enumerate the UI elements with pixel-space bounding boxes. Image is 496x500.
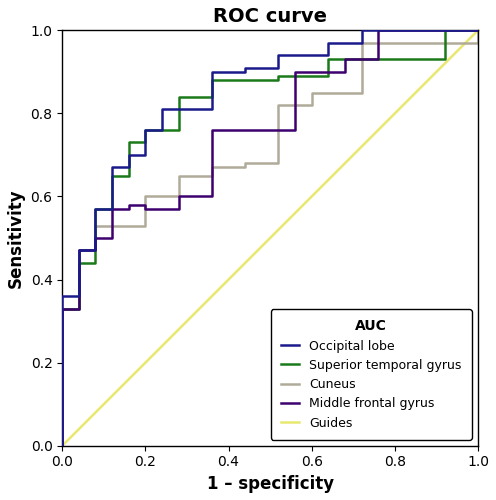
Y-axis label: Sensitivity: Sensitivity (7, 188, 25, 288)
Title: ROC curve: ROC curve (213, 7, 327, 26)
Legend: Occipital lobe, Superior temporal gyrus, Cuneus, Middle frontal gyrus, Guides: Occipital lobe, Superior temporal gyrus,… (271, 310, 472, 440)
X-axis label: 1 – specificity: 1 – specificity (206, 475, 334, 493)
